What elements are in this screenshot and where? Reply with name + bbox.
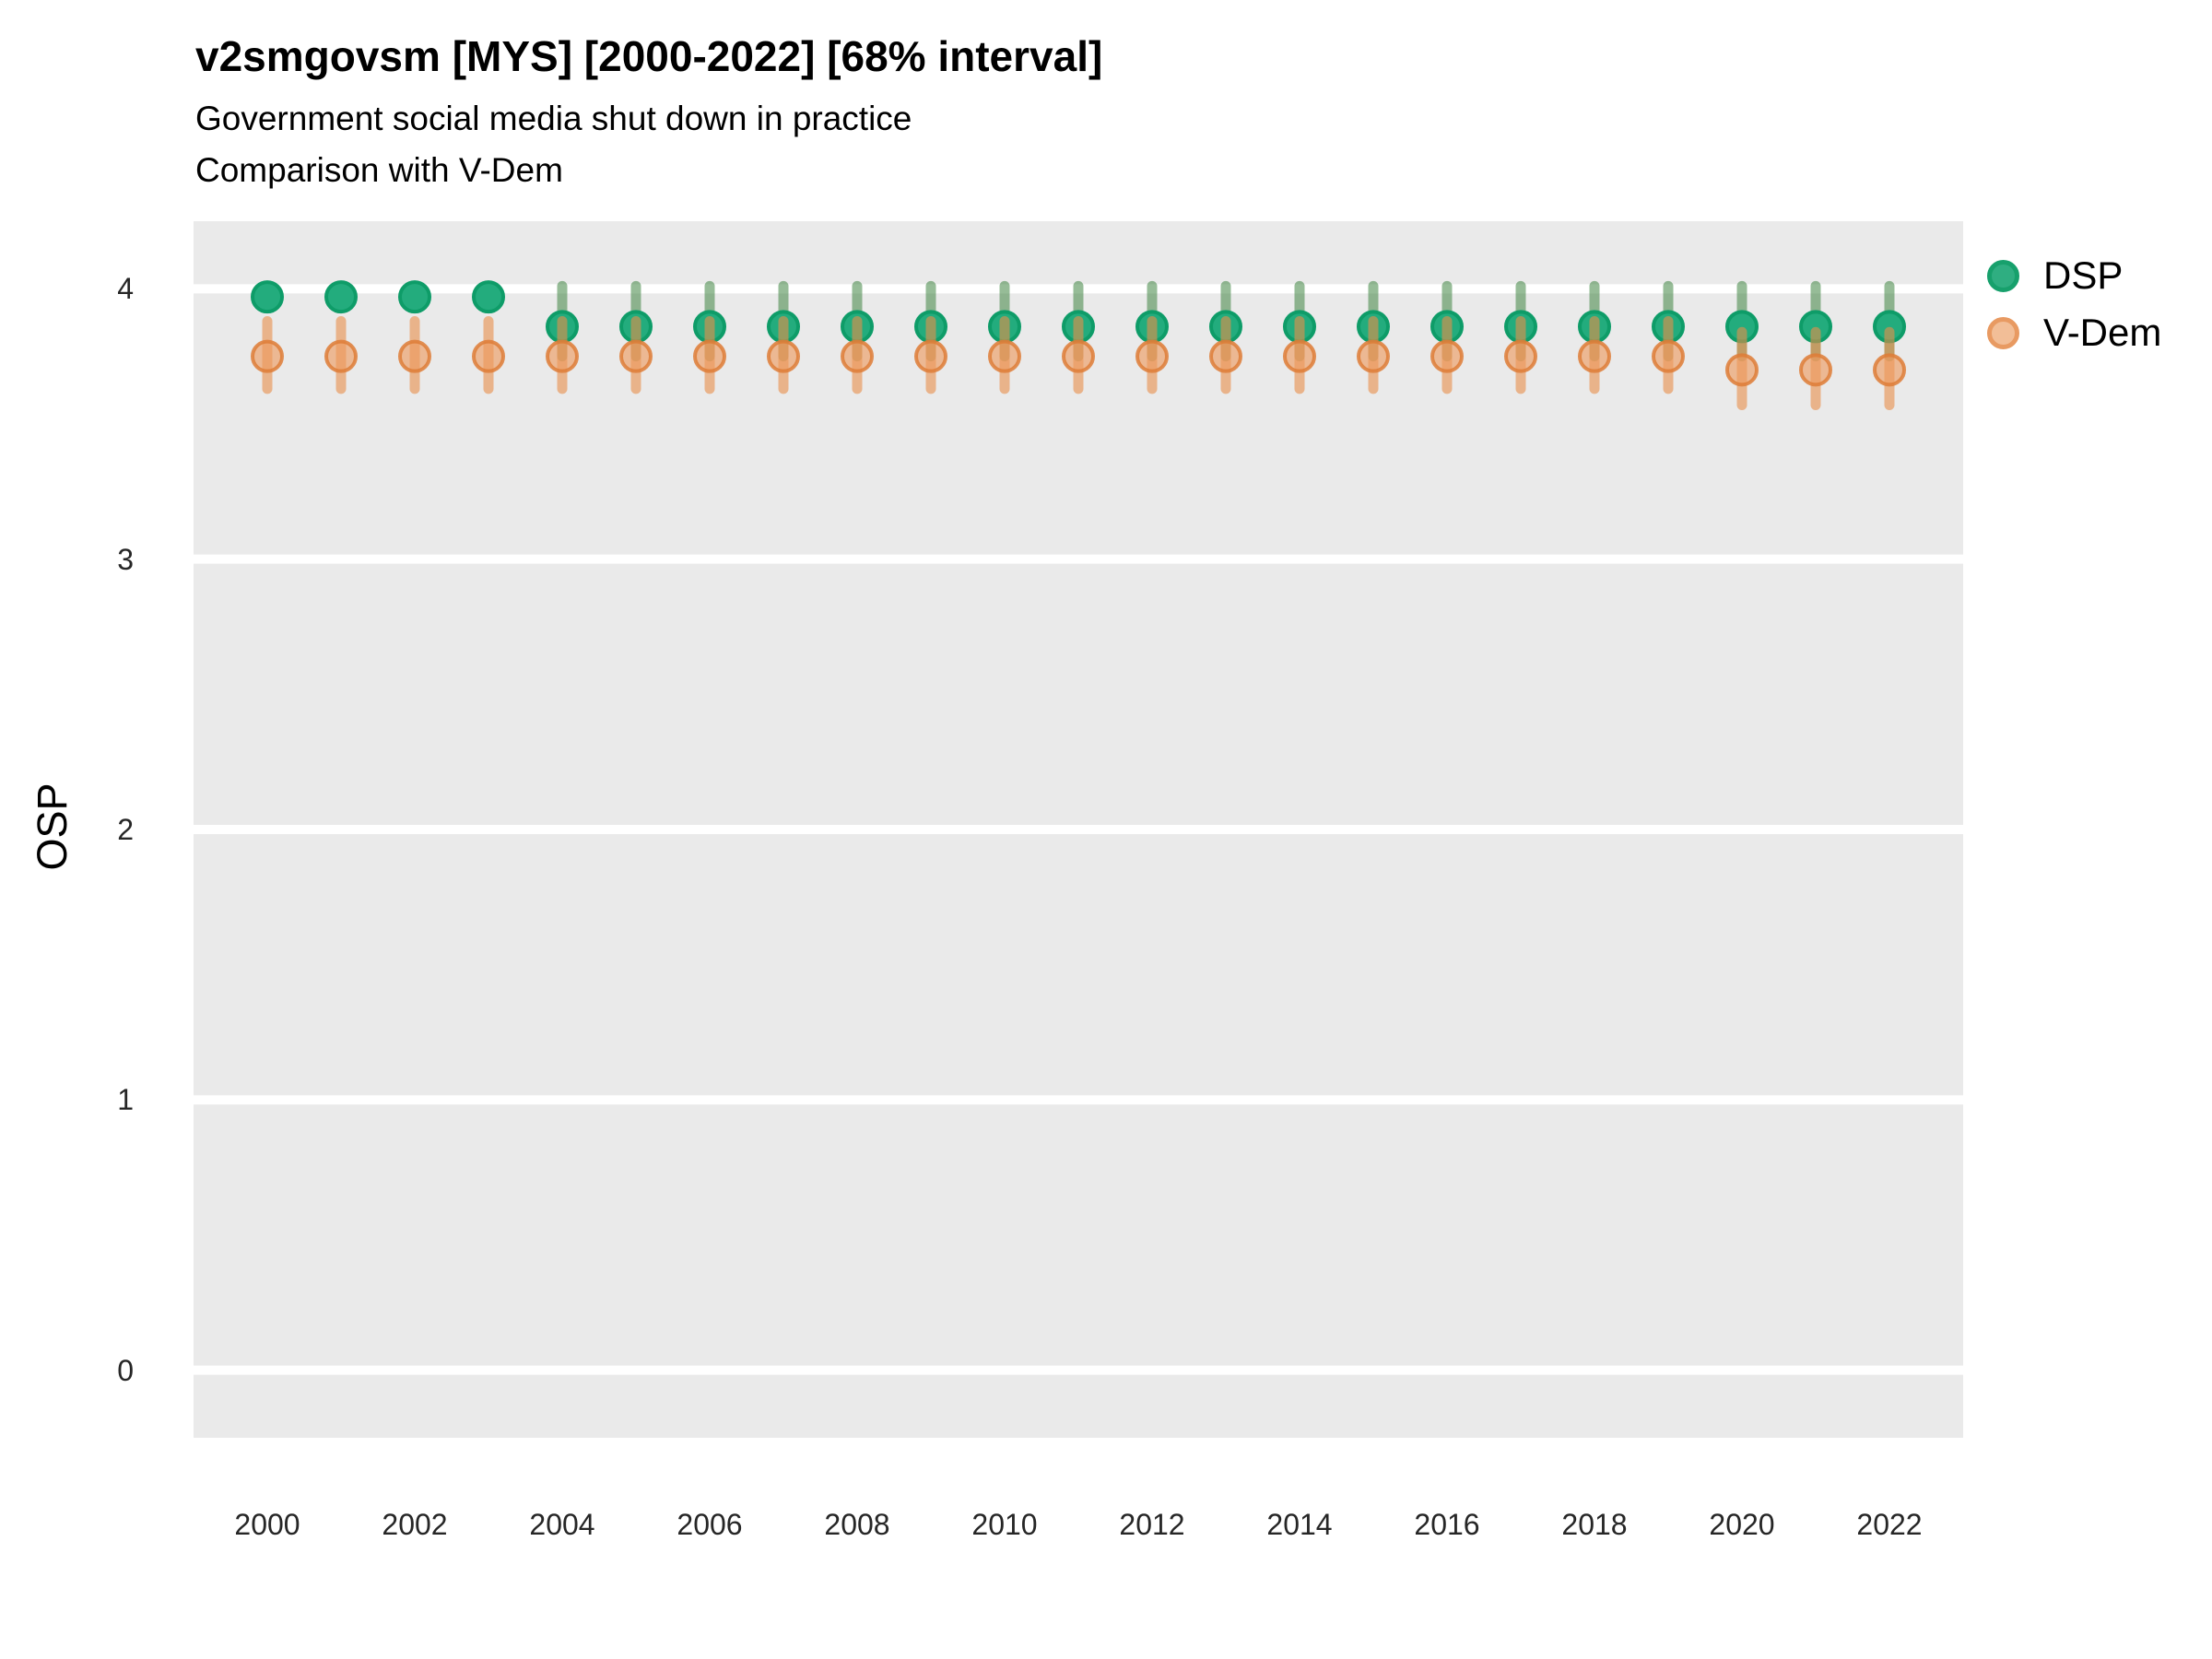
x-tick-label-2000: 2000	[234, 1508, 300, 1541]
vdem-point-2020	[1725, 353, 1759, 387]
vdem-point-2019	[1652, 339, 1685, 373]
vdem-point-2017	[1504, 339, 1537, 373]
vdem-point-2015	[1357, 339, 1390, 373]
vdem-point-2011	[1062, 339, 1095, 373]
y-tick-label-1: 1	[117, 1083, 134, 1117]
vdem-point-2013	[1209, 339, 1242, 373]
dsp-point-2002	[398, 280, 431, 314]
x-tick-label-2006: 2006	[677, 1508, 743, 1541]
vdem-point-2016	[1430, 339, 1464, 373]
x-tick-label-2004: 2004	[529, 1508, 595, 1541]
x-tick-label-2018: 2018	[1561, 1508, 1628, 1541]
plot-panel	[194, 221, 1963, 1438]
vdem-point-2010	[988, 339, 1021, 373]
vdem-point-2014	[1283, 339, 1316, 373]
dsp-point-icon	[1987, 259, 2019, 292]
vdem-point-2007	[767, 339, 800, 373]
vdem-point-2021	[1799, 353, 1832, 387]
vdem-point-2001	[324, 339, 358, 373]
dsp-point-2000	[251, 280, 284, 314]
legend-item-dsp: DSP	[1987, 247, 2161, 304]
x-tick-label-2016: 2016	[1414, 1508, 1480, 1541]
x-tick-label-2020: 2020	[1709, 1508, 1775, 1541]
y-tick-label-0: 0	[117, 1353, 134, 1387]
chart-title: v2smgovsm [MYS] [2000-2022] [68% interva…	[195, 32, 1103, 80]
chart-subtitle-secondary: Comparison with V-Dem	[195, 151, 563, 189]
legend: DSP V-Dem	[1987, 247, 2161, 361]
chart-subtitle: Government social media shut down in pra…	[195, 100, 912, 137]
vdem-point-2009	[914, 339, 947, 373]
vdem-point-2012	[1135, 339, 1169, 373]
y-tick-label-4: 4	[117, 272, 134, 306]
legend-label-dsp: DSP	[2043, 253, 2124, 297]
vdem-point-2004	[546, 339, 579, 373]
x-tick-label-2014: 2014	[1266, 1508, 1333, 1541]
x-tick-label-2022: 2022	[1856, 1508, 1923, 1541]
x-tick-label-2010: 2010	[971, 1508, 1038, 1541]
legend-label-vdem: V-Dem	[2043, 311, 2162, 354]
vdem-point-2000	[251, 339, 284, 373]
x-tick-label-2012: 2012	[1119, 1508, 1185, 1541]
vdem-point-2022	[1873, 353, 1906, 387]
y-tick-label-2: 2	[117, 813, 134, 846]
dsp-point-2003	[472, 280, 505, 314]
vdem-point-2006	[693, 339, 726, 373]
vdem-point-2018	[1578, 339, 1611, 373]
vdem-point-icon	[1987, 316, 2019, 349]
vdem-point-2005	[619, 339, 653, 373]
vdem-point-2008	[841, 339, 874, 373]
vdem-point-2003	[472, 339, 505, 373]
x-tick-label-2008: 2008	[824, 1508, 890, 1541]
x-tick-label-2002: 2002	[382, 1508, 448, 1541]
y-tick-label-3: 3	[117, 542, 134, 576]
dsp-point-2001	[324, 280, 358, 314]
vdem-point-2002	[398, 339, 431, 373]
legend-item-vdem: V-Dem	[1987, 304, 2161, 361]
